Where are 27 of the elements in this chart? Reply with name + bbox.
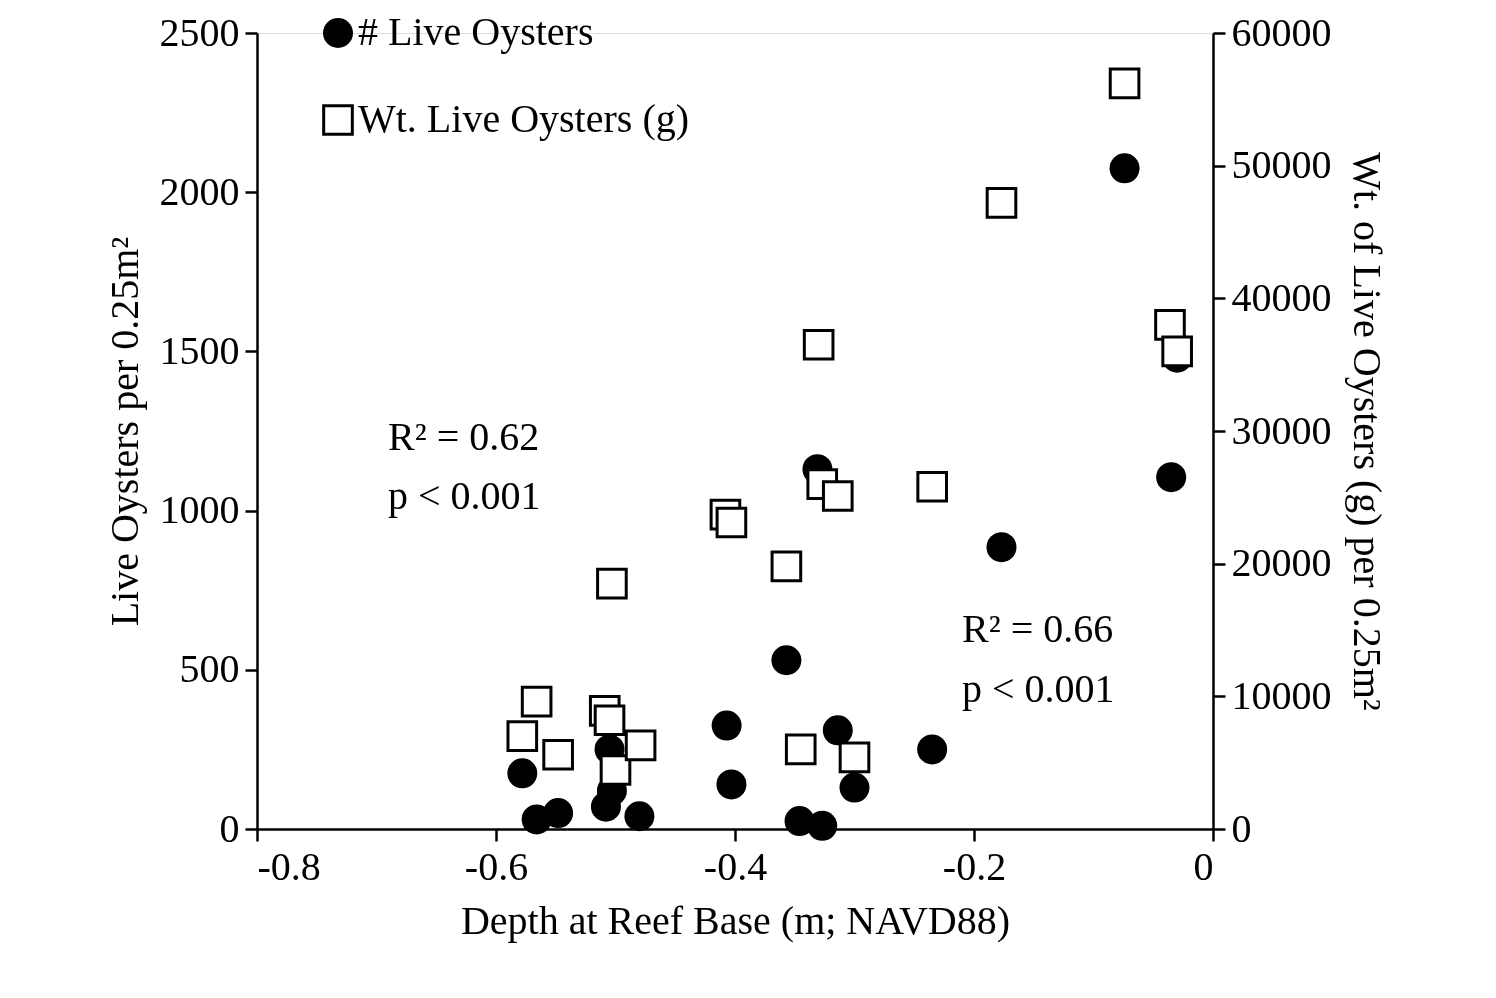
x-tick-label: -0.6	[464, 843, 529, 889]
annotation: R² = 0.66	[962, 606, 1114, 651]
legend-label: Wt. Live Oysters (g)	[358, 96, 690, 141]
annotation: p < 0.001	[962, 666, 1115, 711]
x-tick-label: -0.2	[942, 843, 1007, 889]
x-tick-label: -0.8	[257, 843, 321, 889]
y2-tick-label: 20000	[1231, 540, 1332, 586]
y2-tick-label: 10000	[1231, 672, 1332, 718]
y2-tick-label: 30000	[1231, 407, 1332, 453]
y-tick-label: 500	[179, 646, 240, 692]
annotation: R² = 0.62	[388, 414, 540, 459]
y2-tick-label: 40000	[1231, 274, 1332, 320]
x-tick-label: -0.4	[703, 843, 768, 889]
y-tick-label: 1500	[159, 327, 240, 373]
legend-label: # Live Oysters	[358, 9, 594, 54]
y2-tick-label: 0	[1231, 805, 1252, 851]
annotation: p < 0.001	[388, 473, 541, 518]
y2-tick-label: 60000	[1231, 9, 1332, 55]
y2-axis-title: Wt. of Live Oysters (g) per 0.25m²	[1344, 152, 1390, 711]
y-tick-label: 0	[219, 805, 240, 851]
x-axis-title: Depth at Reef Base (m; NAVD88)	[460, 897, 1011, 943]
y2-tick-label: 50000	[1231, 142, 1332, 188]
y-axis-title: Live Oysters per 0.25m²	[101, 236, 147, 627]
x-tick-label: 0	[1193, 843, 1214, 889]
y-tick-label: 2500	[159, 9, 240, 55]
y-tick-label: 1000	[159, 487, 240, 533]
y-tick-label: 2000	[159, 168, 240, 214]
